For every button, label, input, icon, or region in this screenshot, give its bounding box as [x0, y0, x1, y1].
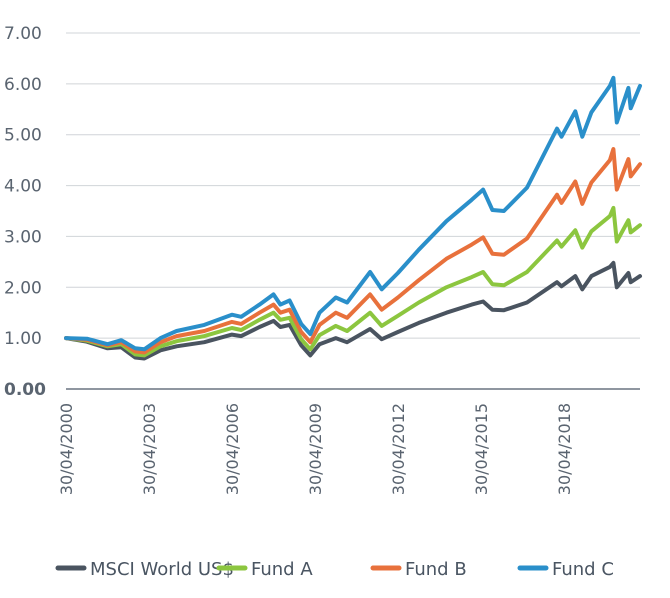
legend-label: Fund B	[405, 559, 467, 580]
x-tick-label: 30/04/2015	[472, 403, 491, 495]
x-tick-label: 30/04/2006	[223, 403, 242, 495]
series-line-fund-a	[64, 205, 642, 358]
y-tick-label: 2.00	[4, 278, 42, 298]
x-tick-label: 30/04/2018	[555, 403, 574, 495]
series-lines	[64, 75, 642, 361]
legend-label: Fund A	[251, 559, 313, 580]
series-line-fund-b	[64, 147, 642, 355]
y-tick-label: 1.00	[4, 329, 42, 349]
series-line-fund-c	[64, 75, 642, 352]
y-tick-label: 3.00	[4, 227, 42, 247]
x-tick-label: 30/04/2009	[306, 403, 325, 495]
legend-label: MSCI World US$	[90, 559, 234, 580]
y-tick-label: 6.00	[4, 75, 42, 95]
y-tick-label: 4.00	[4, 177, 42, 197]
x-tick-label: 30/04/2012	[389, 403, 408, 495]
series-line-msci-world-us	[64, 260, 642, 361]
y-axis-ticks: 0.00 1.00 2.00 3.00 4.00 5.00 6.00 7.00	[4, 24, 46, 400]
legend: MSCI World US$ Fund A Fund B Fund C	[55, 559, 614, 580]
x-axis-ticks: 30/04/2000 30/04/2003 30/04/2006 30/04/2009…	[57, 403, 574, 495]
legend-label: Fund C	[552, 559, 614, 580]
x-tick-label: 30/04/2000	[57, 403, 76, 495]
y-tick-label: 0.00	[4, 380, 46, 400]
y-tick-label: 7.00	[4, 24, 42, 44]
x-tick-label: 30/04/2003	[140, 403, 159, 495]
grid	[66, 32, 640, 390]
y-tick-label: 5.00	[4, 126, 42, 146]
